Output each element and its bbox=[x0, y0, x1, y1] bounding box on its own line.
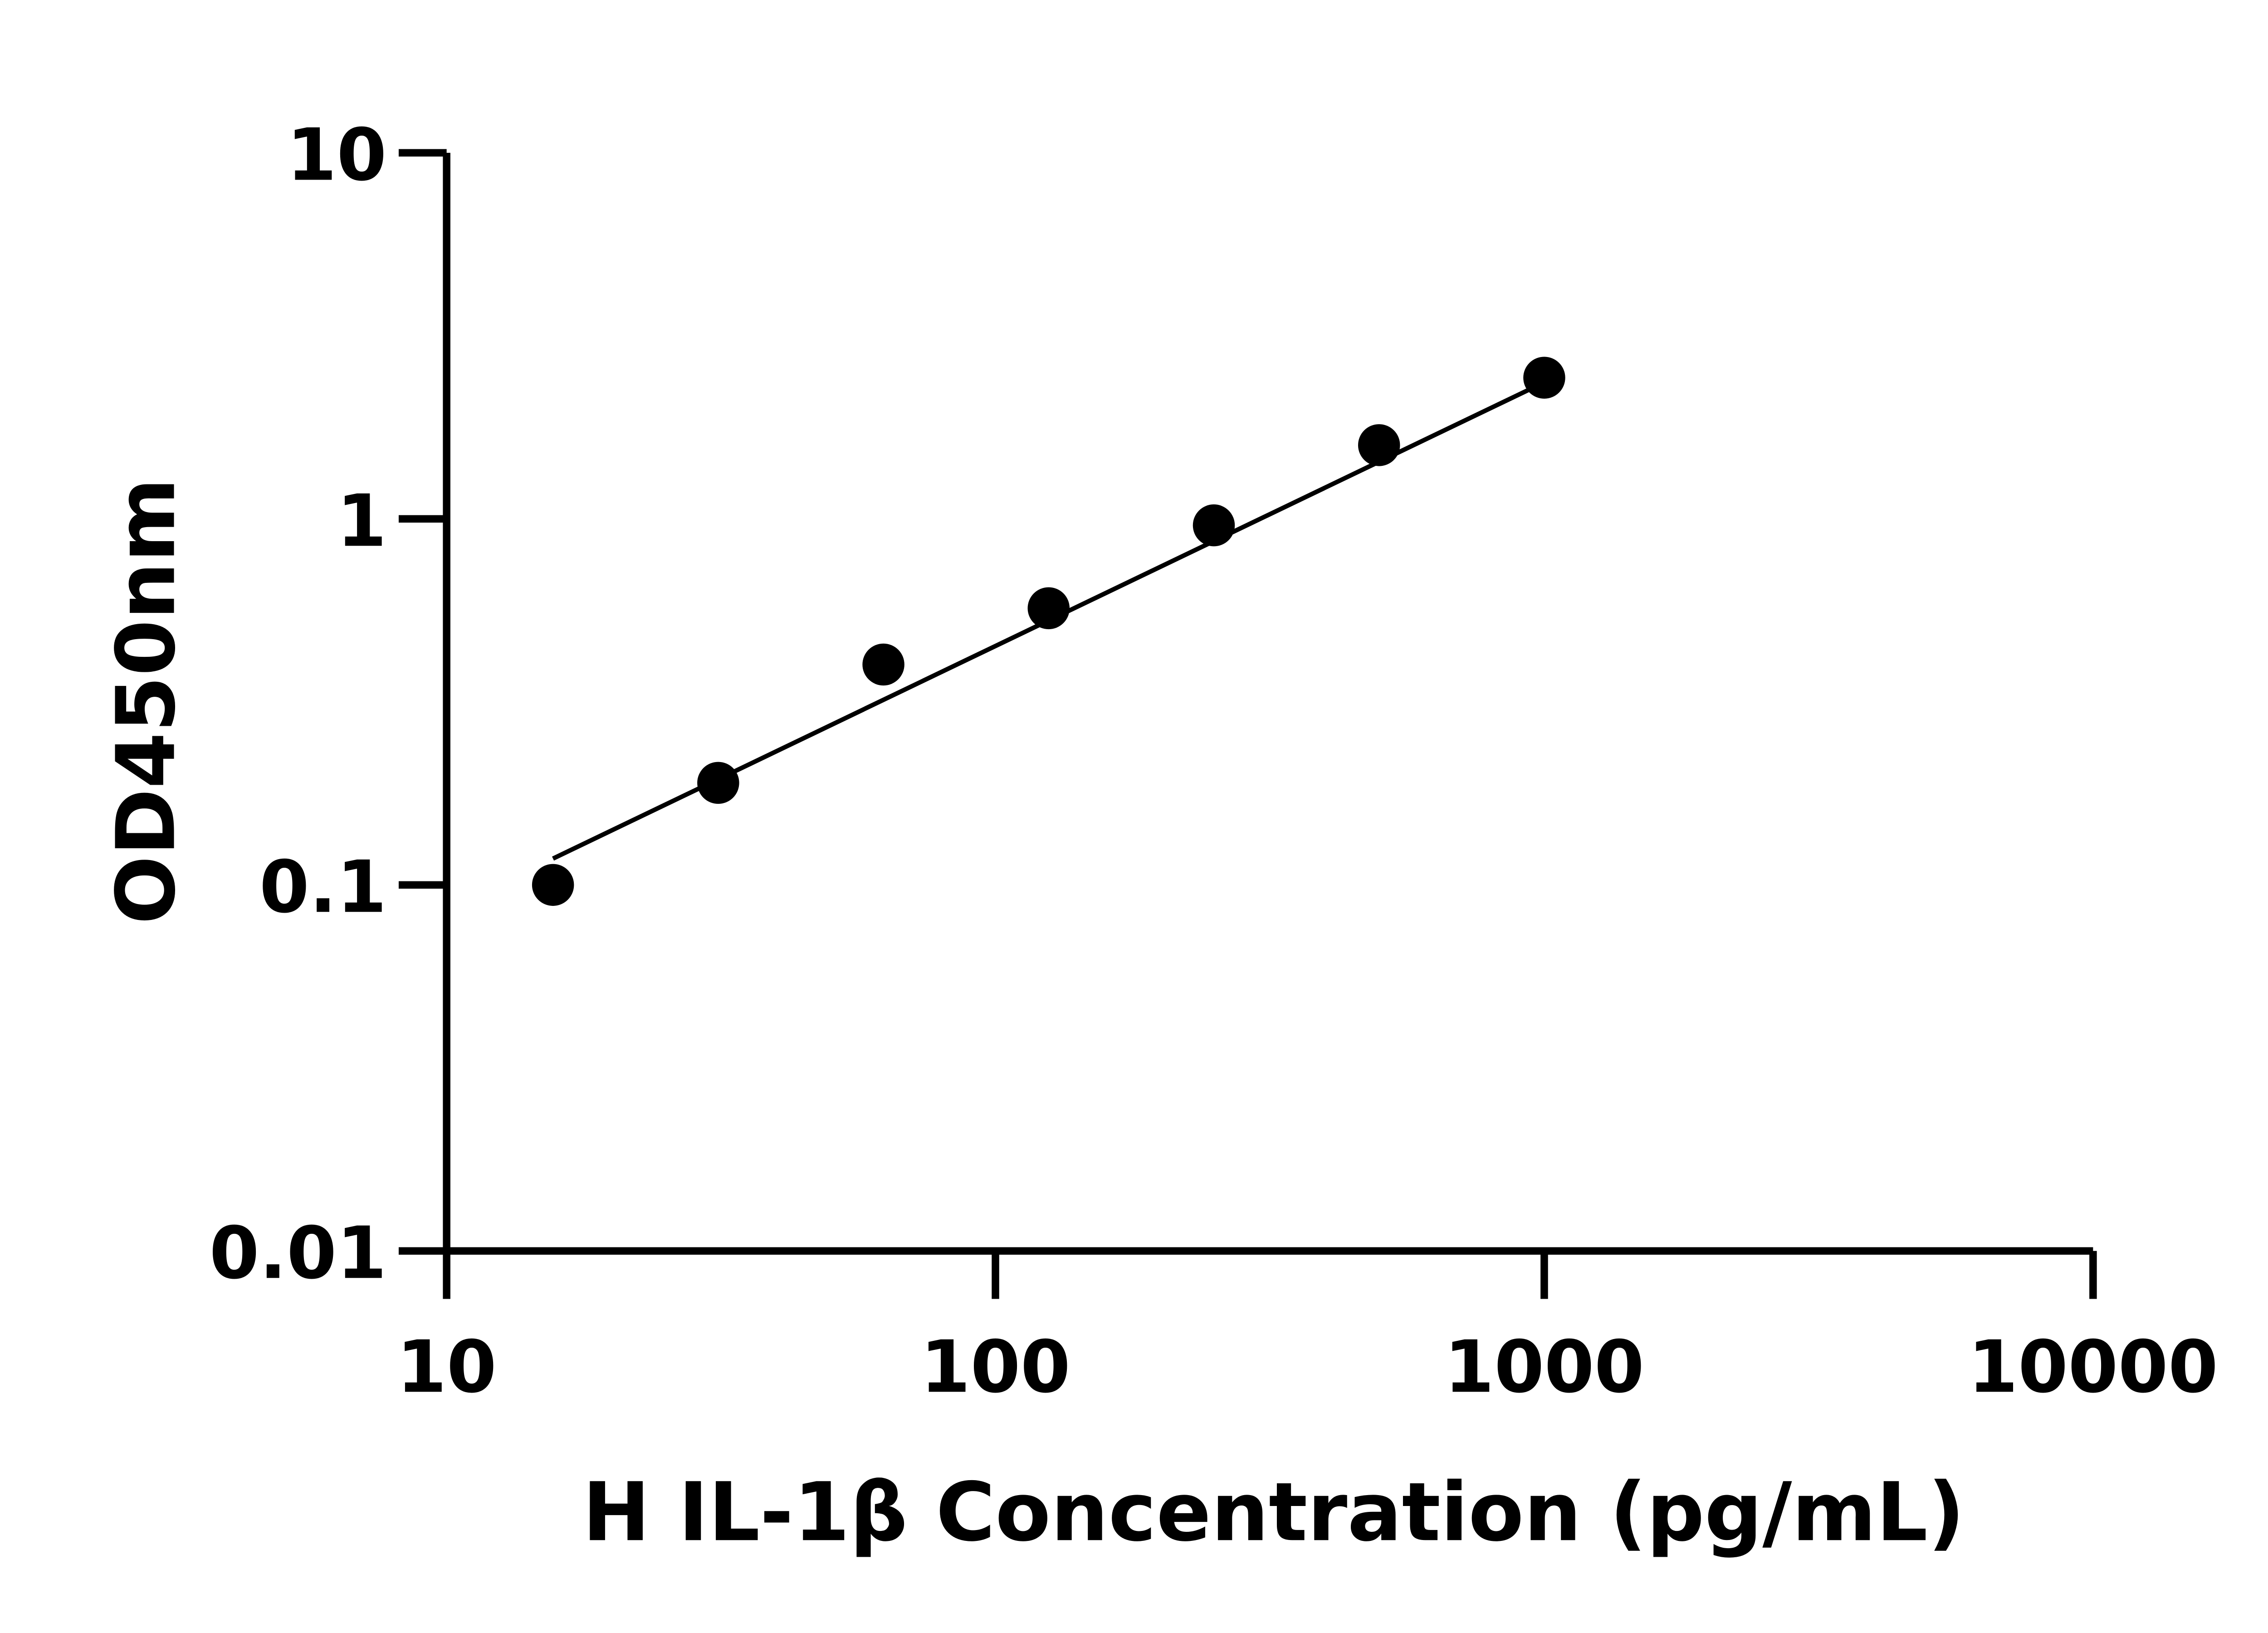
y-tick-label: 0.01 bbox=[209, 1212, 386, 1295]
y-axis-label: OD450nm bbox=[99, 478, 194, 924]
data-point bbox=[1523, 357, 1565, 399]
data-point bbox=[862, 643, 904, 686]
x-tick-label: 1000 bbox=[1444, 1325, 1644, 1409]
y-tick-label: 0.1 bbox=[259, 846, 387, 929]
x-tick-label: 10 bbox=[396, 1325, 497, 1409]
data-point bbox=[532, 864, 574, 906]
y-tick-label: 10 bbox=[287, 113, 387, 197]
x-axis-label: H IL-1β Concentration (pg/mL) bbox=[582, 1465, 1965, 1560]
data-point bbox=[1027, 587, 1070, 630]
tick-labels: 0.01 0.1 1 10 10 100 1000 10000 bbox=[209, 113, 2218, 1409]
data-marks bbox=[532, 357, 1565, 906]
x-tick-label: 100 bbox=[920, 1325, 1070, 1409]
data-point bbox=[697, 762, 739, 804]
y-tick-label: 1 bbox=[337, 479, 386, 563]
x-tick-label: 10000 bbox=[1968, 1325, 2218, 1409]
data-point bbox=[1193, 504, 1235, 547]
axes bbox=[398, 149, 2097, 1299]
data-point bbox=[1358, 424, 1400, 466]
